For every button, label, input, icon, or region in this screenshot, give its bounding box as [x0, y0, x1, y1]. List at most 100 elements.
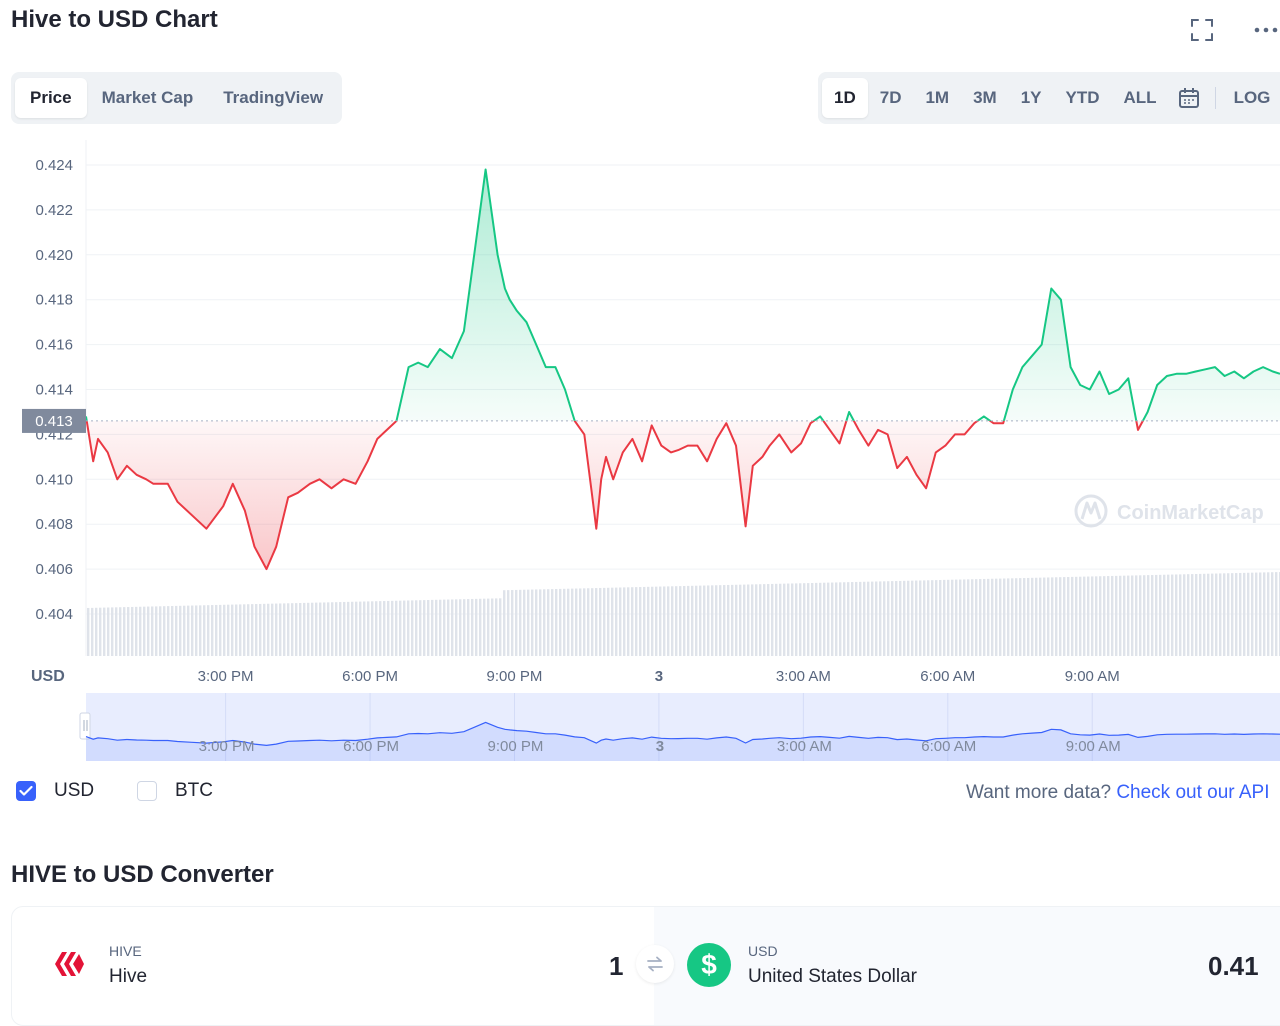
volume-bar	[635, 587, 638, 656]
volume-bar	[179, 605, 182, 656]
volume-bar	[519, 589, 522, 656]
navigator-left-handle[interactable]	[79, 712, 91, 740]
volume-bar	[1195, 573, 1198, 656]
log-scale-toggle[interactable]: LOG	[1233, 88, 1271, 107]
more-icon[interactable]	[1252, 18, 1280, 42]
volume-bar	[543, 589, 546, 656]
range-1d[interactable]: 1D	[822, 78, 868, 118]
y-tick-label: 0.424	[35, 157, 73, 174]
volume-bar	[151, 606, 154, 656]
volume-bar	[131, 606, 134, 656]
volume-bar	[451, 599, 454, 656]
volume-bar	[215, 604, 218, 656]
volume-bar	[879, 581, 882, 656]
btc-toggle-label: BTC	[175, 780, 213, 801]
volume-bar	[1007, 578, 1010, 656]
usd-checkbox[interactable]	[16, 781, 36, 801]
volume-bar	[975, 579, 978, 656]
volume-bar	[703, 585, 706, 656]
volume-bar	[531, 589, 534, 656]
tab-market-cap[interactable]: Market Cap	[101, 88, 194, 107]
volume-bar	[243, 604, 246, 656]
volume-bar	[499, 598, 502, 656]
volume-bar	[943, 579, 946, 656]
x-tick-label: 6:00 PM	[342, 668, 398, 685]
volume-bar	[475, 598, 478, 656]
volume-bar	[303, 602, 306, 656]
volume-bar	[923, 580, 926, 656]
calendar-icon[interactable]	[1169, 78, 1209, 118]
volume-bar	[959, 579, 962, 656]
y-axis-labels: 0.4240.4220.4200.4180.4160.4140.4120.410…	[35, 157, 73, 623]
range-7d[interactable]: 7D	[879, 88, 902, 107]
volume-bar	[919, 580, 922, 656]
x-tick-label: 3	[655, 668, 663, 685]
btc-toggle[interactable]: BTC	[137, 780, 213, 802]
volume-bar	[211, 605, 214, 656]
range-ytd[interactable]: YTD	[1065, 88, 1100, 107]
volume-bar	[95, 607, 98, 656]
tab-tradingview[interactable]: TradingView	[223, 88, 324, 107]
volume-bar	[535, 589, 538, 656]
volume-bar	[383, 601, 386, 656]
volume-bar	[351, 601, 354, 656]
from-currency-name: Hive	[109, 966, 148, 987]
coinmarketcap-watermark: CoinMarketCap	[1074, 494, 1264, 528]
range-all[interactable]: ALL	[1123, 88, 1157, 107]
btc-checkbox[interactable]	[137, 781, 157, 801]
volume-bar	[907, 580, 910, 656]
volume-bar	[1219, 573, 1222, 656]
current-price-marker: 0.413	[22, 408, 86, 433]
usd-toggle[interactable]: USD	[16, 780, 94, 802]
volume-bar	[147, 606, 150, 656]
volume-bar	[127, 607, 130, 656]
range-3m[interactable]: 3M	[973, 88, 997, 107]
volume-bar	[767, 584, 770, 656]
navigator-selection[interactable]	[86, 693, 1280, 761]
volume-bar	[639, 587, 642, 656]
currency-converter: HIVE Hive 1 $ USD United States Dollar 0…	[11, 906, 1280, 1026]
range-navigator[interactable]: 3:00 PM 6:00 PM 9:00 PM 3 3:00 AM 6:00 AM 9:00…	[79, 693, 1280, 761]
volume-bar	[143, 606, 146, 656]
volume-bar	[867, 581, 870, 656]
range-1m[interactable]: 1M	[925, 88, 950, 107]
volume-bar	[1155, 574, 1158, 656]
volume-bar	[875, 581, 878, 656]
from-amount-input[interactable]: 1	[609, 951, 624, 981]
volume-bar	[307, 602, 310, 656]
price-chart[interactable]: 0.4240.4220.4200.4180.4160.4140.4120.410…	[0, 130, 1280, 770]
api-link[interactable]: Check out our API	[1116, 782, 1270, 803]
volume-bar	[1107, 576, 1110, 656]
tab-price[interactable]: Price	[15, 78, 87, 118]
volume-bar	[503, 590, 506, 656]
fullscreen-icon[interactable]	[1188, 16, 1216, 44]
volume-bar	[267, 603, 270, 656]
volume-bar	[571, 588, 574, 656]
volume-bar	[327, 602, 330, 656]
volume-bar	[1203, 573, 1206, 656]
navigator-x-label: 6:00 PM	[343, 738, 399, 755]
volume-bar	[1259, 572, 1262, 656]
volume-bar	[359, 601, 362, 656]
volume-bar	[1075, 576, 1078, 656]
volume-bar	[463, 599, 466, 656]
range-1y[interactable]: 1Y	[1020, 88, 1042, 107]
volume-bar	[1215, 573, 1218, 656]
volume-bar	[659, 586, 662, 656]
volume-bar	[155, 606, 158, 656]
volume-bar	[187, 605, 190, 656]
volume-bar	[523, 589, 526, 656]
y-tick-label: 0.410	[35, 471, 73, 488]
volume-bar	[555, 589, 558, 656]
navigator-area	[86, 722, 1280, 761]
swap-icon[interactable]	[636, 945, 674, 983]
volume-bar	[423, 600, 426, 656]
volume-bar	[159, 606, 162, 656]
volume-bar	[375, 601, 378, 656]
to-currency-name: United States Dollar	[748, 966, 917, 987]
volume-bar	[579, 588, 582, 656]
volume-bar	[447, 599, 450, 656]
volume-bar	[1091, 576, 1094, 656]
volume-bar	[271, 603, 274, 656]
navigator-x-label: 3:00 AM	[777, 738, 832, 755]
